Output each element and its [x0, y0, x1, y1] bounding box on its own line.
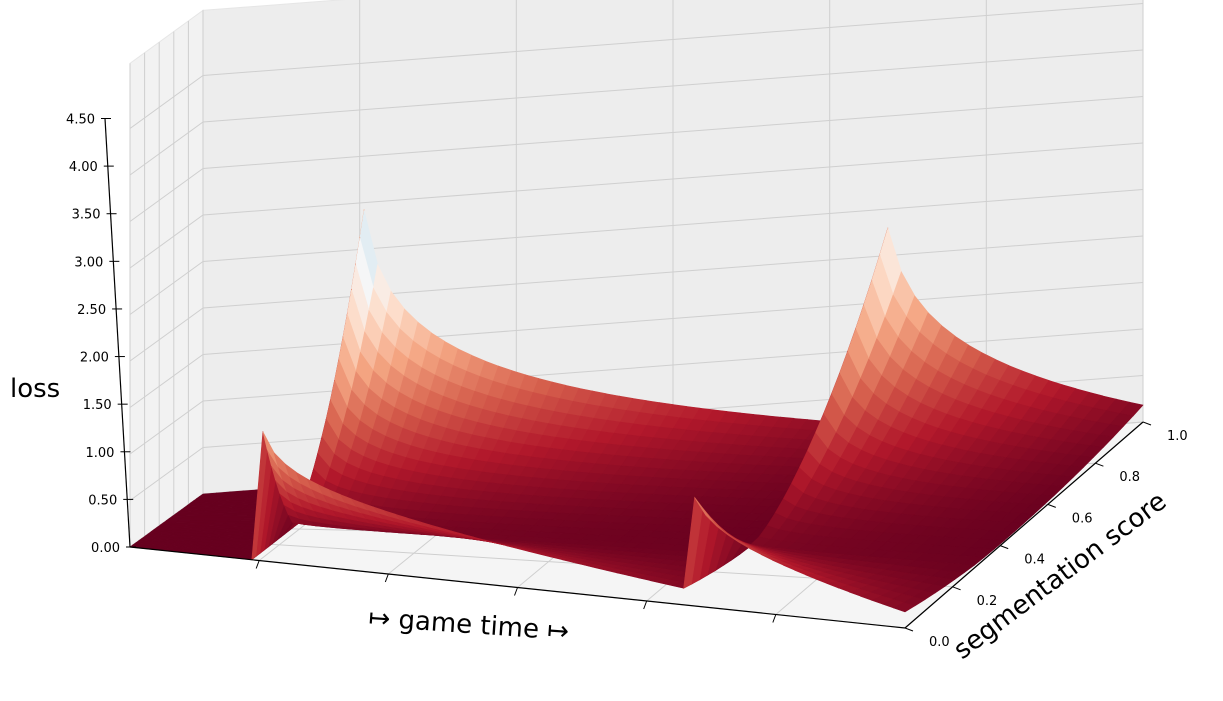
y-tick-mark: [952, 586, 961, 591]
z-tick-label: 1.50: [83, 398, 112, 413]
y-tick-label: 0.0: [929, 635, 950, 650]
z-tick-label: 2.00: [80, 351, 109, 366]
x-tick-mark: [514, 587, 518, 596]
loss-surface: [129, 209, 1144, 613]
y-tick-mark: [1095, 462, 1104, 467]
y-tick-mark: [1142, 421, 1152, 426]
y-tick-mark: [1047, 503, 1056, 508]
z-tick-label: 3.00: [74, 255, 103, 270]
z-axis-ticks: 0.00 0.50 1.00 1.50 2.00 2.50 3.00 3.50 4.00 4.50: [66, 113, 136, 556]
y-tick-mark: [1000, 545, 1009, 550]
z-tick-label: 0.50: [88, 493, 117, 508]
y-tick-mark: [904, 627, 914, 632]
y-tick-label: 0.6: [1072, 511, 1093, 526]
z-tick-label: 1.00: [85, 446, 114, 461]
z-tick-label: 2.50: [77, 303, 106, 318]
z-axis-label: loss: [10, 374, 60, 404]
y-tick-label: 0.4: [1024, 553, 1045, 568]
surface-facet: [893, 602, 916, 613]
x-tick-mark: [772, 614, 777, 623]
z-tick-label: 4.50: [66, 113, 95, 128]
z-tick-label: 3.50: [72, 208, 101, 223]
y-axis-line: [904, 421, 1144, 629]
x-tick-mark: [255, 560, 260, 569]
left-pane: [129, 9, 204, 548]
x-axis-label: ↦ game time ↦: [368, 603, 570, 647]
z-axis-line: [104, 118, 131, 548]
z-tick-label: 0.00: [91, 541, 120, 556]
y-tick-label: 0.8: [1119, 470, 1140, 485]
y-tick-label: 1.0: [1167, 429, 1188, 444]
y-tick-label: 0.2: [977, 594, 998, 609]
y-axis-ticks: 0.0 0.2 0.4 0.6 0.8 1.0: [904, 421, 1188, 650]
x-axis-ticks: [255, 560, 777, 623]
x-tick-mark: [643, 600, 648, 610]
x-tick-mark: [384, 573, 389, 583]
z-tick-label: 4.00: [69, 160, 98, 175]
